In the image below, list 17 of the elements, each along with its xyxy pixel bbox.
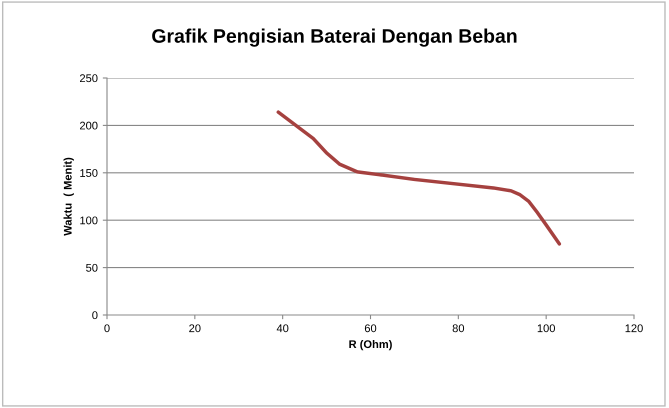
x-axis-title: R (Ohm) bbox=[349, 340, 392, 350]
x-tick-label: 20 bbox=[189, 324, 201, 332]
y-tick-label: 50 bbox=[86, 264, 98, 272]
x-tick-label: 0 bbox=[104, 324, 110, 332]
y-tick-label: 250 bbox=[80, 74, 98, 82]
y-tick-label: 150 bbox=[80, 169, 98, 177]
line-series bbox=[276, 110, 562, 246]
x-tick-label: 60 bbox=[364, 324, 376, 332]
x-tick-label: 100 bbox=[538, 324, 555, 332]
x-tick-label: 120 bbox=[626, 324, 643, 332]
y-tick-label: 0 bbox=[92, 311, 98, 320]
y-axis-title: Waktu ( Menit) bbox=[64, 158, 74, 236]
chart-title: Grafik Pengisian Baterai Dengan Beban bbox=[152, 28, 516, 47]
x-tick-label: 80 bbox=[452, 324, 464, 332]
x-tick-label: 40 bbox=[276, 324, 288, 332]
y-tick-label: 200 bbox=[80, 122, 98, 130]
y-tick-label: 100 bbox=[80, 216, 98, 224]
